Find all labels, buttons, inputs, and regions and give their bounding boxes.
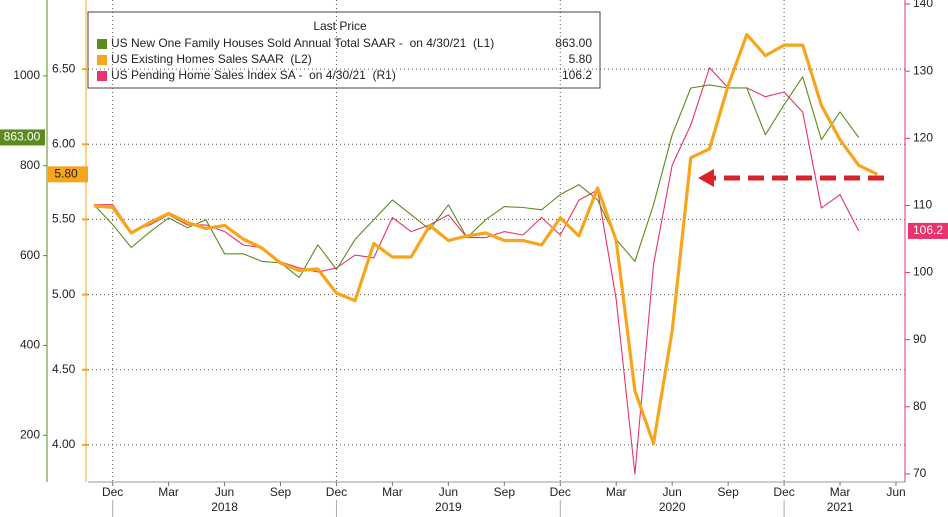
y3-tick-label: 140 xyxy=(913,0,933,10)
y-tick-label: 800 xyxy=(20,158,40,172)
legend-value: 106.2 xyxy=(562,68,592,82)
series-line xyxy=(93,76,860,279)
x-year-label: 2019 xyxy=(435,500,462,514)
y2-tick-label: 5.00 xyxy=(52,287,76,301)
x-tick-label: Sep xyxy=(494,485,516,499)
y3-tick-label: 110 xyxy=(913,198,932,212)
red-arrow xyxy=(698,169,884,187)
y2-tick-label: 6.00 xyxy=(52,136,76,150)
y-tick-label: 600 xyxy=(20,248,40,262)
y2-tick-label: 5.50 xyxy=(52,212,76,226)
x-tick-label: Dec xyxy=(550,485,571,499)
y3-tick-label: 70 xyxy=(913,466,927,480)
y3-tick-label: 100 xyxy=(913,265,933,279)
y-tick-label: 400 xyxy=(20,338,40,352)
y3-tick-label: 120 xyxy=(913,130,933,144)
arrow-head xyxy=(698,169,714,187)
x-tick-label: Mar xyxy=(830,485,851,499)
legend-swatch xyxy=(97,55,107,65)
y2-tick-label: 6.50 xyxy=(52,61,76,75)
last-value-tag xyxy=(908,222,948,239)
legend-label: US Existing Homes Sales SAAR (L2) xyxy=(111,52,312,66)
legend-title: Last Price xyxy=(313,19,367,33)
x-tick-label: Dec xyxy=(326,485,347,499)
x-tick-label: Jun xyxy=(215,485,234,499)
legend-value: 5.80 xyxy=(569,52,593,66)
y3-tick-label: 130 xyxy=(913,63,933,77)
series-line xyxy=(93,33,878,445)
x-tick-label: Sep xyxy=(270,485,292,499)
legend-value: 863.00 xyxy=(555,36,592,50)
legend: Last Price US New One Family Houses Sold… xyxy=(87,11,601,89)
x-tick-label: Dec xyxy=(773,485,794,499)
last-value-tag-label: 5.80 xyxy=(54,167,78,181)
x-tick-label: Mar xyxy=(382,485,403,499)
legend-swatch xyxy=(97,39,107,49)
x-year-label: 2020 xyxy=(659,500,686,514)
y2-tick-label: 4.00 xyxy=(52,437,76,451)
x-year-label: 2018 xyxy=(211,500,238,514)
last-value-tag-label: 863.00 xyxy=(4,130,41,144)
x-tick-label: Mar xyxy=(158,485,179,499)
x-tick-label: Jun xyxy=(663,485,682,499)
x-tick-label: Sep xyxy=(717,485,739,499)
legend-label: US New One Family Houses Sold Annual Tot… xyxy=(111,36,494,50)
x-year-label: 2021 xyxy=(827,500,854,514)
last-value-tag xyxy=(48,166,88,183)
y3-tick-label: 80 xyxy=(913,399,927,413)
legend-box xyxy=(87,11,601,89)
y3-tick-label: 90 xyxy=(913,332,927,346)
y-tick-label: 1000 xyxy=(13,68,40,82)
legend-label: US Pending Home Sales Index SA - on 4/30… xyxy=(111,68,396,82)
x-tick-label: Jun xyxy=(439,485,458,499)
y-tick-label: 200 xyxy=(20,427,40,441)
x-tick-label: Mar xyxy=(606,485,627,499)
last-value-tag xyxy=(0,129,45,146)
legend-swatch xyxy=(97,71,107,81)
last-value-tag-label: 106.2 xyxy=(913,223,943,237)
y2-tick-label: 4.50 xyxy=(52,362,76,376)
x-tick-label: Jun xyxy=(886,485,905,499)
x-tick-label: Dec xyxy=(102,485,123,499)
